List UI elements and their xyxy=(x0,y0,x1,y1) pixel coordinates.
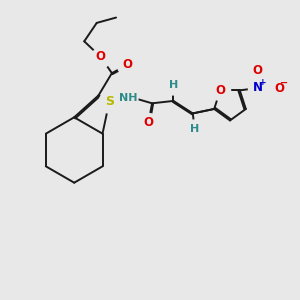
Text: O: O xyxy=(252,64,262,76)
Text: +: + xyxy=(259,78,266,87)
Text: −: − xyxy=(280,78,288,88)
Text: H: H xyxy=(169,80,178,90)
Text: S: S xyxy=(105,95,114,108)
Text: O: O xyxy=(215,84,225,97)
Text: O: O xyxy=(96,50,106,63)
Text: O: O xyxy=(274,82,284,95)
Text: NH: NH xyxy=(119,93,137,103)
Text: O: O xyxy=(143,116,154,129)
Text: N: N xyxy=(253,82,263,94)
Text: H: H xyxy=(190,124,199,134)
Text: O: O xyxy=(122,58,132,71)
